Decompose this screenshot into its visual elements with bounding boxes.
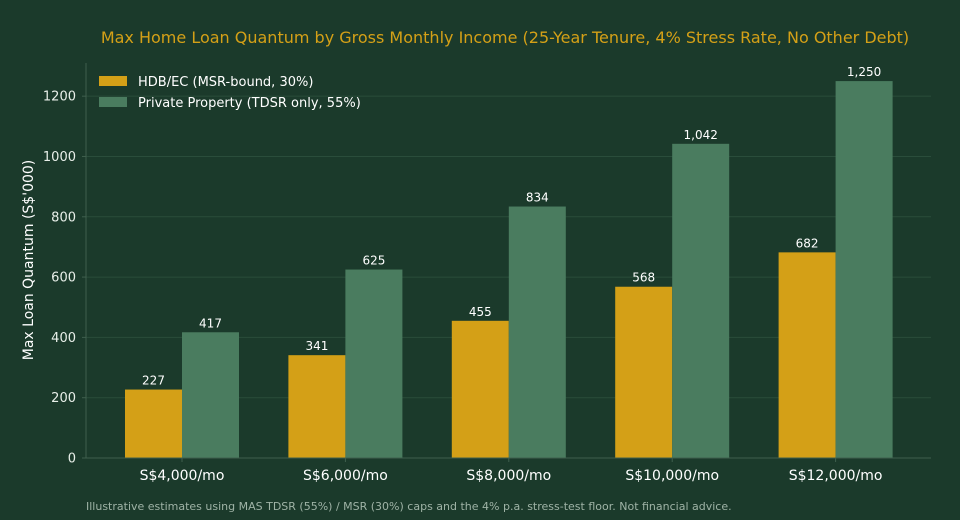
- y-tick-label: 0: [68, 452, 76, 467]
- x-tick-label: S$4,000/mo: [140, 468, 225, 484]
- data-label: 417: [199, 316, 222, 330]
- bar: [182, 332, 239, 458]
- data-label: 1,042: [684, 128, 718, 142]
- y-axis: 0 200 400 600 800 1000 1200: [43, 63, 931, 467]
- data-label: 341: [305, 339, 328, 353]
- data-label: 227: [142, 374, 165, 388]
- bar: [778, 252, 836, 458]
- bar: [615, 286, 673, 458]
- y-tick-label: 600: [51, 271, 76, 286]
- legend-swatch: [99, 97, 127, 107]
- y-tick-label: 200: [51, 391, 76, 406]
- data-label: 1,250: [847, 65, 881, 79]
- x-tick-label: S$10,000/mo: [625, 468, 719, 484]
- bar: [835, 81, 893, 458]
- bars: 227 417 341 625 455 834 568 1,042 682 1,250: [125, 65, 893, 459]
- x-tick-label: S$12,000/mo: [789, 468, 883, 484]
- bar: [451, 320, 509, 458]
- y-tick-label: 1200: [43, 90, 76, 105]
- bar: [508, 206, 566, 458]
- data-label: 834: [526, 191, 549, 205]
- data-label: 682: [796, 236, 819, 250]
- chart-title: Max Home Loan Quantum by Gross Monthly I…: [101, 28, 909, 47]
- legend: HDB/EC (MSR-bound, 30%) Private Property …: [99, 75, 361, 111]
- legend-label: HDB/EC (MSR-bound, 30%): [138, 75, 313, 90]
- bar: [345, 269, 403, 458]
- bar: [288, 355, 346, 458]
- x-axis: S$4,000/mo S$6,000/mo S$8,000/mo S$10,000/m…: [140, 458, 883, 484]
- x-tick-label: S$8,000/mo: [466, 468, 551, 484]
- data-label: 625: [362, 254, 385, 268]
- bar: [125, 389, 182, 458]
- bar: [672, 143, 730, 459]
- data-label: 568: [632, 271, 655, 285]
- y-axis-label: Max Loan Quantum (S$'000): [21, 160, 37, 361]
- y-tick-label: 400: [51, 331, 76, 346]
- legend-label: Private Property (TDSR only, 55%): [138, 96, 361, 111]
- y-tick-label: 1000: [43, 150, 76, 165]
- y-tick-label: 800: [51, 210, 76, 225]
- legend-swatch: [99, 76, 127, 86]
- x-tick-label: S$6,000/mo: [303, 468, 388, 484]
- data-label: 455: [469, 305, 492, 319]
- footnote: Illustrative estimates using MAS TDSR (5…: [86, 500, 732, 513]
